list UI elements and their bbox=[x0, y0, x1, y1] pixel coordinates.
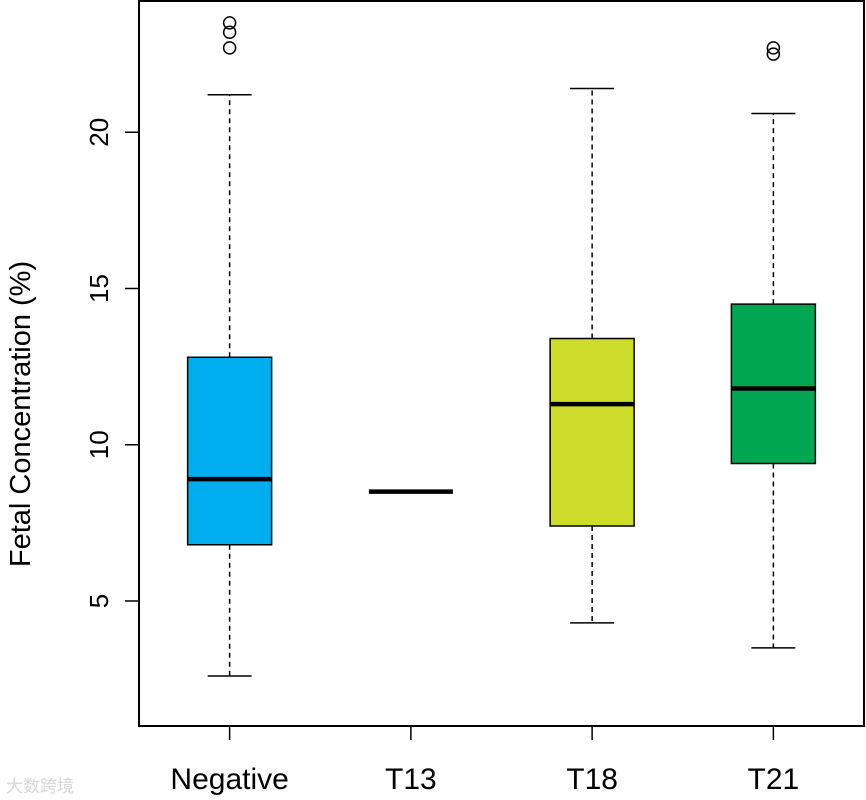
y-tick-label: 15 bbox=[84, 274, 114, 303]
box-group-negative bbox=[186, 16, 273, 677]
x-category-label: T21 bbox=[748, 763, 800, 796]
box-group-t18 bbox=[549, 87, 635, 624]
box-group-t21 bbox=[730, 41, 817, 649]
y-tick-label: 20 bbox=[84, 118, 114, 147]
outlier-point bbox=[222, 25, 237, 39]
outlier-point bbox=[222, 16, 237, 30]
iqr-box bbox=[730, 303, 817, 465]
axes-layer bbox=[138, 0, 865, 727]
x-category-label: T13 bbox=[385, 763, 437, 796]
y-tick-label: 5 bbox=[84, 594, 114, 608]
iqr-box bbox=[549, 337, 635, 527]
y-tick-label: 10 bbox=[84, 430, 114, 459]
plot-frame bbox=[138, 0, 865, 727]
x-category-label: Negative bbox=[170, 763, 288, 796]
boxes-layer bbox=[186, 16, 817, 677]
outlier-point bbox=[766, 41, 781, 55]
y-ticks-layer: 5 10 15 20 bbox=[84, 118, 139, 608]
x-category-label: T18 bbox=[566, 763, 618, 796]
watermark: 大数跨境 bbox=[6, 777, 74, 797]
outlier-point bbox=[766, 47, 781, 61]
x-labels-layer: Negative T13 T18 T21 bbox=[170, 726, 799, 796]
y-axis-title: Fetal Concentration (%) bbox=[5, 261, 37, 567]
outlier-point bbox=[222, 41, 237, 55]
iqr-box bbox=[186, 356, 273, 546]
